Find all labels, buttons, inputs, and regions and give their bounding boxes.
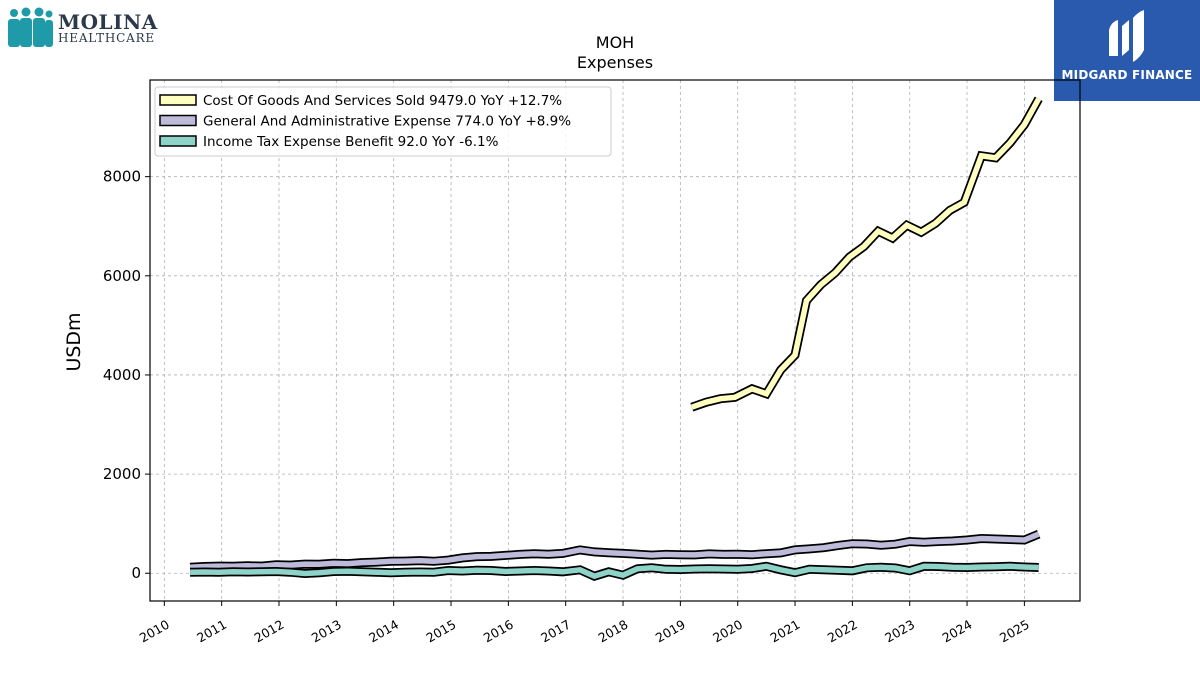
legend-box xyxy=(154,86,612,157)
legend-swatch-income-tax-expense-benefit xyxy=(159,135,197,147)
x-tick-label: 2022 xyxy=(825,617,860,646)
legend-label-income-tax-expense-benefit: Income Tax Expense Benefit 92.0 YoY -6.1… xyxy=(203,134,499,150)
series-outline-cost-of-goods-and-services-sold xyxy=(690,96,1043,412)
y-tick-label: 8000 xyxy=(103,168,141,186)
y-tick-label: 0 xyxy=(131,564,141,582)
x-tick-label: 2017 xyxy=(538,617,573,646)
x-tick-label: 2025 xyxy=(997,617,1032,646)
legend-label-general-and-administrative-expense: General And Administrative Expense 774.0… xyxy=(203,114,571,130)
midgard-finance-name: MIDGARD FINANCE xyxy=(1061,68,1193,82)
molina-logo-name: MOLINA xyxy=(58,9,158,34)
grid xyxy=(150,80,1080,601)
x-tick-label: 2024 xyxy=(939,617,974,646)
x-tick-label: 2020 xyxy=(710,617,745,646)
x-tick-label: 2016 xyxy=(481,617,516,646)
chart-subtitle: Expenses xyxy=(577,53,653,72)
series-line-income-tax-expense-benefit xyxy=(190,563,1039,580)
molina-people-icon xyxy=(8,7,53,47)
x-tick-label: 2011 xyxy=(194,617,229,646)
x-tick-label: 2013 xyxy=(309,617,344,646)
plot-frame xyxy=(149,79,1081,602)
molina-logo-sub: HEALTHCARE xyxy=(58,30,155,45)
legend: Cost Of Goods And Services Sold 9479.0 Y… xyxy=(154,86,612,157)
y-tick-label: 6000 xyxy=(103,267,141,285)
midgard-emblem-icon xyxy=(1109,10,1144,62)
y-tick-label: 2000 xyxy=(103,465,141,483)
x-tick-label: 2019 xyxy=(653,617,688,646)
x-tick-label: 2012 xyxy=(251,617,286,646)
x-tick-label: 2010 xyxy=(137,617,172,646)
x-tick-label: 2018 xyxy=(595,617,630,646)
x-tick-label: 2021 xyxy=(767,617,802,646)
x-tick-label: 2015 xyxy=(423,617,458,646)
series-line-general-and-administrative-expense xyxy=(189,531,1040,571)
x-tick-label: 2023 xyxy=(882,617,917,646)
series-lines xyxy=(189,96,1043,581)
series-line-cost-of-goods-and-services-sold xyxy=(690,97,1042,410)
legend-swatch-general-and-administrative-expense xyxy=(159,114,197,127)
midgard-finance-logo: MIDGARD FINANCE xyxy=(1054,0,1200,101)
legend-label-cost-of-goods-and-services-sold: Cost Of Goods And Services Sold 9479.0 Y… xyxy=(203,93,562,109)
molina-logo: MOLINA HEALTHCARE xyxy=(6,6,158,50)
x-tick-label: 2014 xyxy=(366,617,401,646)
chart-title: MOH xyxy=(596,33,634,52)
legend-swatch-cost-of-goods-and-services-sold xyxy=(159,94,197,106)
y-axis-label: USDm xyxy=(63,312,85,371)
y-tick-label: 4000 xyxy=(103,366,141,384)
